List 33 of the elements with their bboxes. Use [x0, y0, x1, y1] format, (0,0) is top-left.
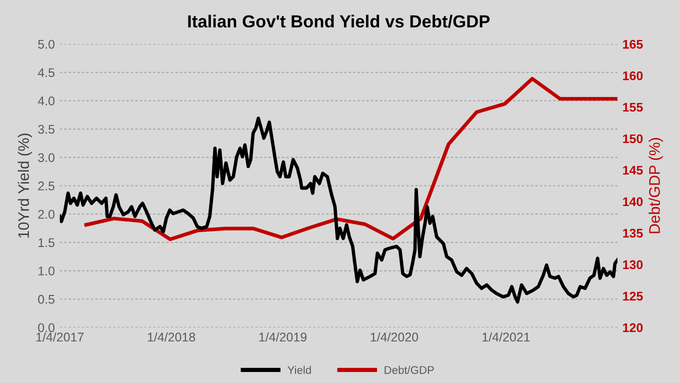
- y-tick-label: 4.0: [38, 96, 54, 106]
- y-tick-label: 1.0: [38, 266, 54, 276]
- y-tick-label: 2.5: [38, 182, 54, 190]
- y-tick-label: 3.0: [38, 153, 54, 162]
- y-tick-label: 5.0: [38, 40, 54, 49]
- y2-axis-title: Debt/GDP (%): [648, 138, 663, 234]
- y-tick-label: 0.0: [38, 323, 54, 332]
- y-tick-label: 1.5: [38, 238, 54, 248]
- y2-tick-label: 150: [623, 134, 643, 144]
- y2-tick-label: 140: [623, 197, 643, 206]
- y2-tick-label: 165: [623, 40, 643, 49]
- y2-tick-label: 160: [623, 71, 643, 80]
- y-tick-label: 2.0: [38, 210, 54, 219]
- line-series: [84, 76, 618, 242]
- legend-label: Yield: [288, 366, 311, 374]
- x-tick-label: 1/4/2019: [259, 332, 306, 342]
- y2-tick-label: 145: [623, 166, 643, 175]
- y2-tick-label: 155: [623, 102, 643, 112]
- y-tick-label: 0.5: [38, 294, 54, 304]
- x-tick-label: 1/4/2018: [148, 332, 196, 342]
- y-tick-label: 4.5: [38, 68, 54, 78]
- x-tick-label: 1/4/2021: [482, 332, 530, 342]
- y2-tick-label: 135: [623, 228, 643, 238]
- x-tick-label: 1/4/2020: [370, 332, 418, 342]
- legend-label: Debt/GDP: [384, 366, 434, 374]
- x-tick-label: 1/4/2017: [36, 332, 84, 342]
- chart-title: Italian Gov't Bond Yield vs Debt/GDP: [188, 14, 490, 28]
- y2-tick-label: 125: [623, 292, 643, 301]
- y-axis-title: 10Yrd Yield (%): [18, 134, 32, 238]
- y2-tick-label: 130: [623, 260, 643, 270]
- y2-tick-label: 120: [623, 323, 643, 332]
- line-series: [60, 116, 618, 304]
- y-tick-label: 3.5: [38, 124, 54, 134]
